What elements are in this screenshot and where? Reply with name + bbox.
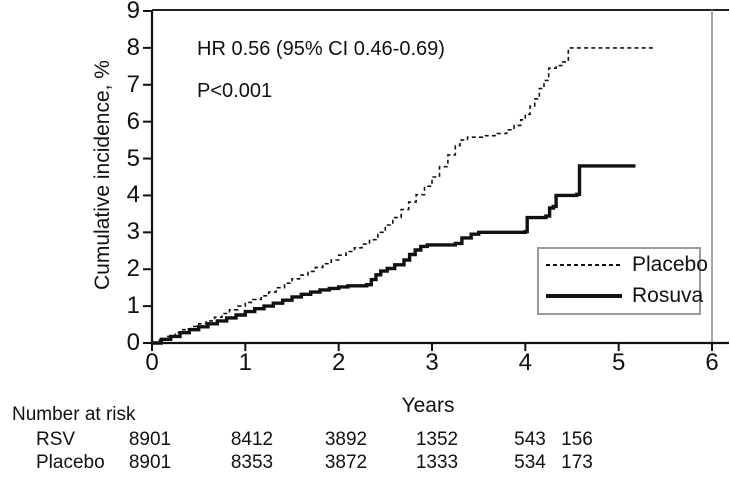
risk-cell: 534 — [514, 452, 546, 473]
y-tick-label: 5 — [126, 144, 140, 172]
x-tick-label: 5 — [611, 349, 626, 376]
risk-cell: 156 — [561, 429, 593, 450]
series-rosuva — [152, 164, 636, 345]
solid-line-sample — [546, 293, 622, 298]
risk-cell: 543 — [514, 429, 546, 450]
risk-cell: 173 — [561, 452, 593, 473]
risk-cell: 1333 — [415, 452, 459, 473]
x-tick-label: 6 — [705, 349, 719, 376]
risk-row-placebo: Placebo 8901 8353 3872 1333 534 173 — [0, 452, 730, 474]
risk-row-label: RSV — [36, 429, 76, 450]
p-value-annotation: P<0.001 — [197, 80, 273, 102]
risk-cell: 8412 — [230, 429, 274, 450]
legend-label: Rosuva — [632, 284, 704, 307]
risk-cell: 1352 — [415, 429, 459, 450]
legend: Placebo Rosuva — [537, 247, 708, 315]
y-tick-label: 8 — [126, 33, 140, 61]
tick-marks — [143, 10, 713, 351]
y-tick-label: 6 — [126, 107, 140, 135]
risk-cell: 3872 — [324, 452, 368, 473]
hazard-ratio-annotation: HR 0.56 (95% CI 0.46-0.69) — [197, 38, 445, 60]
risk-row-label: Placebo — [36, 452, 105, 473]
dashed-line-sample — [546, 263, 622, 266]
x-axis-label: Years — [401, 394, 455, 417]
y-tick-label: 7 — [126, 70, 140, 98]
y-tick-label: 9 — [126, 0, 140, 24]
y-tick-label: 3 — [126, 218, 140, 246]
risk-cell: 3892 — [324, 429, 368, 450]
x-tick-label: 3 — [425, 349, 439, 376]
risk-cell: 8353 — [230, 452, 274, 473]
legend-entry-placebo: Placebo — [539, 249, 708, 280]
risk-row-rsv: RSV 8901 8412 3892 1352 543 156 — [0, 429, 730, 451]
y-axis-title: Cumulative incidence, % — [91, 60, 114, 290]
legend-label: Placebo — [632, 253, 708, 276]
plot-axes — [150, 10, 729, 345]
series-placebo — [152, 47, 656, 344]
x-tick-label: 4 — [518, 349, 533, 376]
y-tick-label: 1 — [126, 292, 140, 320]
number-at-risk-title: Number at risk — [12, 404, 136, 425]
risk-cell: 8901 — [128, 452, 172, 473]
y-tick-label: 2 — [126, 255, 140, 283]
legend-entry-rosuva: Rosuva — [539, 280, 703, 311]
y-tick-label: 4 — [126, 181, 140, 209]
x-tick-label: 0 — [145, 349, 159, 376]
risk-cell: 8901 — [128, 429, 172, 450]
y-tick-label: 0 — [126, 329, 140, 356]
x-tick-label: 2 — [331, 349, 346, 376]
x-tick-label: 1 — [238, 349, 253, 376]
